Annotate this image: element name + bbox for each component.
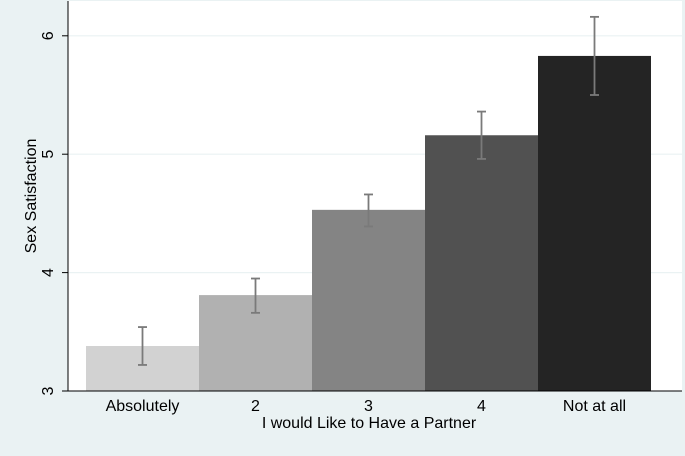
y-tick-label: 3 <box>40 386 57 395</box>
x-tick-label: Absolutely <box>106 398 180 415</box>
error-bar <box>477 110 486 160</box>
x-tick-label: Not at all <box>563 398 626 415</box>
x-tick-label: 4 <box>477 398 486 415</box>
x-tick-label: 3 <box>364 398 373 415</box>
error-bar <box>364 193 373 228</box>
x-axis-label: I would Like to Have a Partner <box>262 415 477 432</box>
y-tick-label: 5 <box>40 150 57 159</box>
x-tick-label: 2 <box>251 398 260 415</box>
y-axis-label: Sex Satisfaction <box>23 139 40 254</box>
axes <box>67 1 682 392</box>
bar <box>538 55 651 391</box>
error-bar <box>590 15 599 96</box>
bar <box>425 135 538 391</box>
x-tick-labels: Absolutely 2 3 4 Not at all <box>106 398 626 415</box>
error-bar <box>138 326 147 366</box>
error-bars <box>138 15 599 366</box>
y-ticks: 3 4 5 6 <box>40 31 68 395</box>
y-tick-label: 4 <box>40 268 57 277</box>
error-bar <box>251 277 260 314</box>
bars <box>86 55 651 391</box>
bar <box>312 209 425 391</box>
y-tick-label: 6 <box>40 31 57 40</box>
